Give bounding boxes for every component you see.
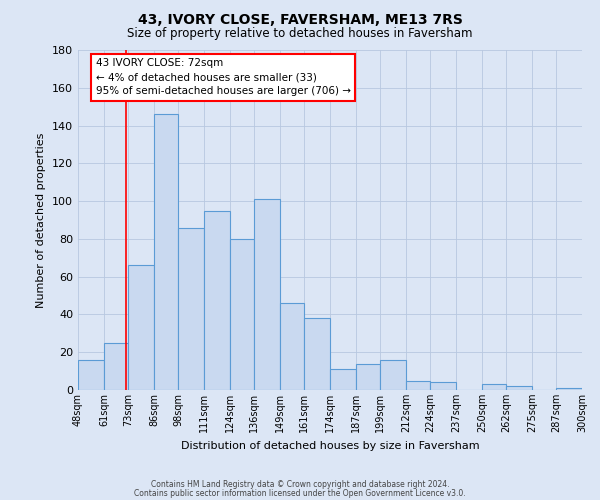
- Bar: [78, 360, 104, 390]
- Bar: [430, 382, 456, 390]
- Text: 43 IVORY CLOSE: 72sqm
← 4% of detached houses are smaller (33)
95% of semi-detac: 43 IVORY CLOSE: 72sqm ← 4% of detached h…: [95, 58, 350, 96]
- Text: Contains HM Land Registry data © Crown copyright and database right 2024.: Contains HM Land Registry data © Crown c…: [151, 480, 449, 489]
- Bar: [230, 239, 254, 390]
- Bar: [380, 360, 406, 390]
- Bar: [280, 303, 304, 390]
- Bar: [330, 369, 356, 390]
- Bar: [304, 318, 330, 390]
- Bar: [104, 343, 128, 390]
- Bar: [482, 384, 506, 390]
- Y-axis label: Number of detached properties: Number of detached properties: [37, 132, 46, 308]
- Bar: [128, 266, 154, 390]
- Bar: [254, 199, 280, 390]
- Text: Contains public sector information licensed under the Open Government Licence v3: Contains public sector information licen…: [134, 488, 466, 498]
- Bar: [356, 364, 380, 390]
- Bar: [154, 114, 178, 390]
- Bar: [204, 210, 230, 390]
- X-axis label: Distribution of detached houses by size in Faversham: Distribution of detached houses by size …: [181, 440, 479, 450]
- Text: 43, IVORY CLOSE, FAVERSHAM, ME13 7RS: 43, IVORY CLOSE, FAVERSHAM, ME13 7RS: [137, 12, 463, 26]
- Bar: [406, 380, 430, 390]
- Bar: [506, 386, 532, 390]
- Text: Size of property relative to detached houses in Faversham: Size of property relative to detached ho…: [127, 28, 473, 40]
- Bar: [178, 228, 204, 390]
- Bar: [556, 388, 582, 390]
